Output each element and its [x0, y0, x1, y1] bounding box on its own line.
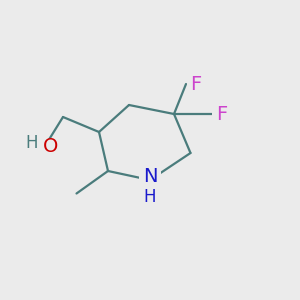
FancyBboxPatch shape — [39, 139, 58, 155]
FancyBboxPatch shape — [187, 76, 203, 92]
Text: F: F — [190, 74, 202, 94]
Text: N: N — [143, 167, 157, 186]
Text: H: H — [144, 188, 156, 206]
Text: H: H — [26, 134, 38, 152]
Text: O: O — [43, 137, 59, 157]
FancyBboxPatch shape — [139, 170, 161, 190]
Text: F: F — [216, 104, 227, 124]
FancyBboxPatch shape — [212, 106, 229, 122]
